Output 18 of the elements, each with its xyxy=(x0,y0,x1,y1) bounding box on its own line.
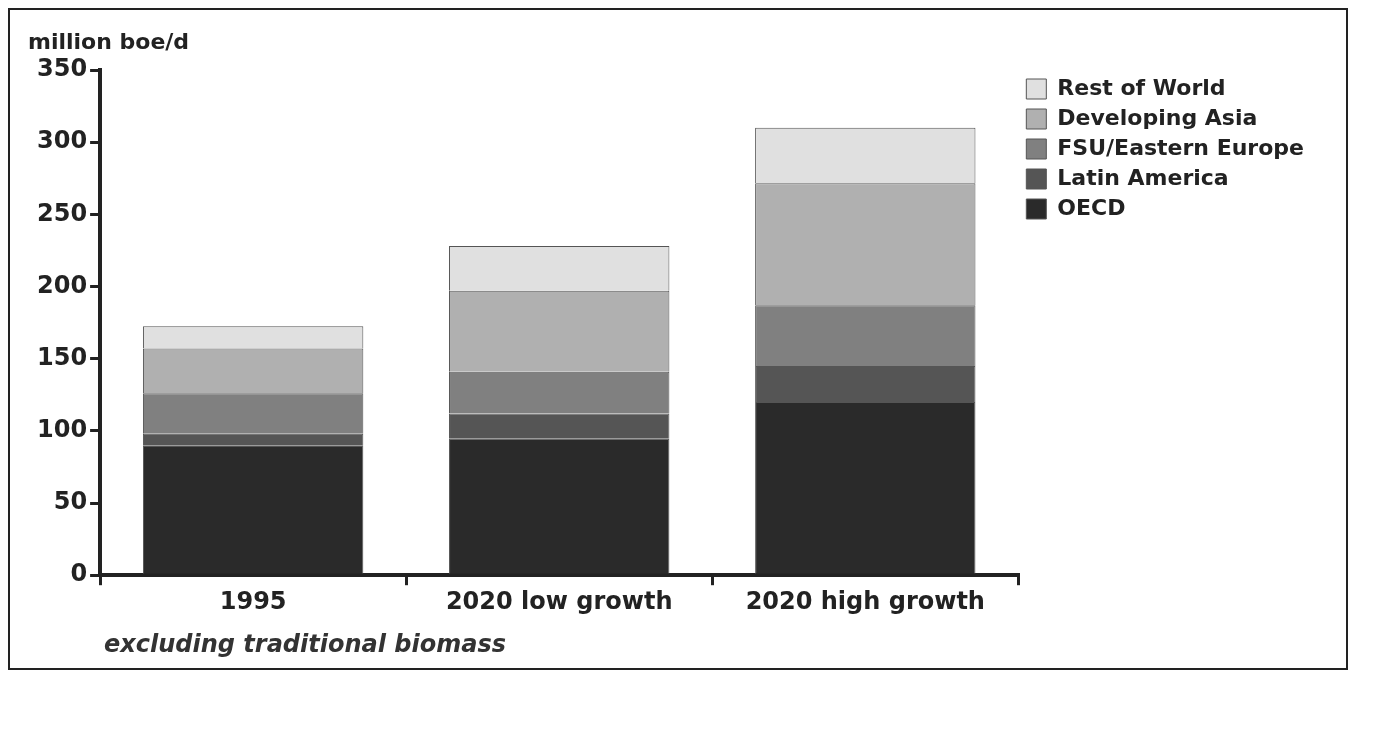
legend-label: OECD xyxy=(1057,194,1126,220)
legend-label: Latin America xyxy=(1057,164,1229,190)
y-tick-label: 350 xyxy=(36,54,88,83)
y-tick-label: 0 xyxy=(70,559,88,588)
legend-label: FSU/Eastern Europe xyxy=(1057,134,1305,160)
text: excluding traditional biomass xyxy=(104,630,507,658)
x-tick-label: 1995 xyxy=(219,586,287,615)
legend-label: Rest of World xyxy=(1057,74,1226,100)
y-tick-label: 50 xyxy=(53,487,88,516)
x-tick-label: 2020 high growth xyxy=(745,586,985,615)
legend-label: Developing Asia xyxy=(1057,104,1258,130)
y-axis-title: million boe/d xyxy=(28,28,190,54)
y-tick-label: 100 xyxy=(36,415,88,444)
y-tick-label: 300 xyxy=(36,126,88,155)
y-tick-label: 150 xyxy=(36,342,88,371)
x-tick-label: 2020 low growth xyxy=(445,586,673,615)
y-tick-label: 200 xyxy=(36,270,88,299)
y-tick-label: 250 xyxy=(36,198,88,227)
